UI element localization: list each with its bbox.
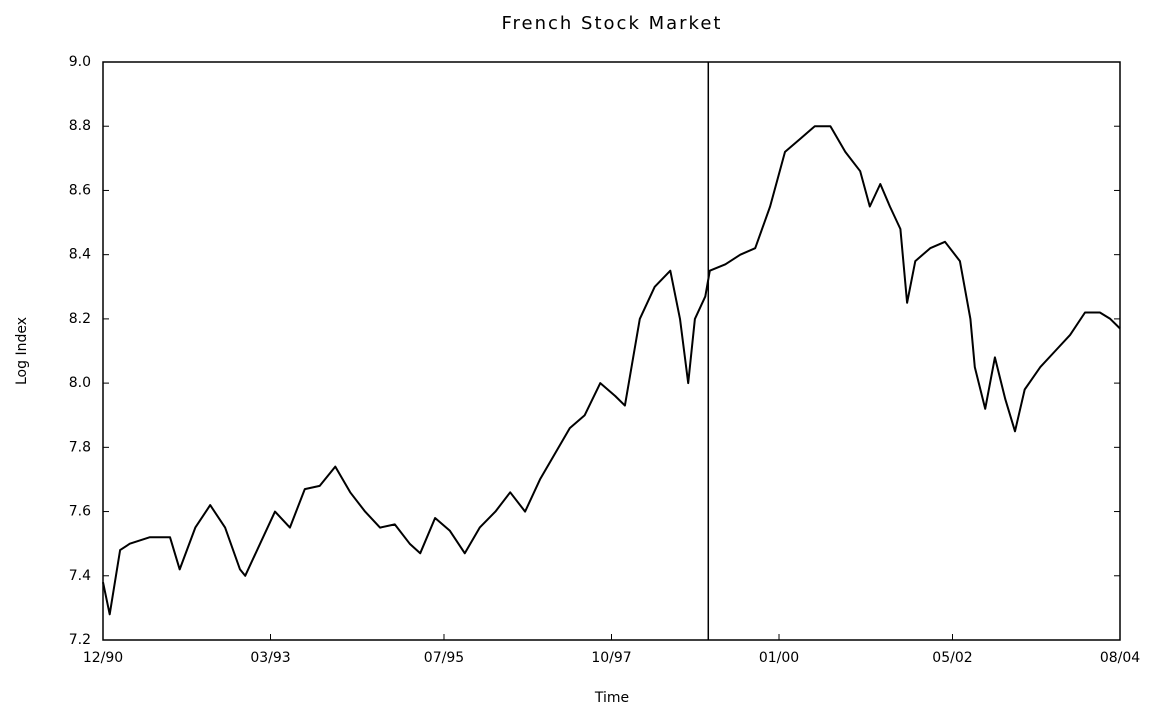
y-tick-label: 9.0: [69, 54, 91, 70]
line-series: [102, 125, 1121, 616]
y-tick-label: 7.4: [69, 568, 91, 584]
x-tick-label: 12/90: [83, 650, 123, 666]
y-tick-label: 8.2: [69, 311, 91, 327]
y-tick-label: 8.8: [69, 118, 91, 134]
y-tick-label: 8.6: [69, 182, 91, 198]
x-tick-label: 03/93: [250, 650, 290, 666]
y-tick-label: 8.4: [69, 247, 91, 263]
x-tick-label: 01/00: [759, 650, 799, 666]
x-tick-label: 07/95: [424, 650, 464, 666]
x-tick-label: 10/97: [591, 650, 631, 666]
chart-title: French Stock Market: [502, 13, 723, 34]
y-tick-label: 7.2: [69, 632, 91, 648]
x-tick-label: 08/04: [1100, 650, 1140, 666]
y-tick-label: 7.6: [69, 504, 91, 520]
x-tick-label: 05/02: [932, 650, 972, 666]
y-tick-label: 8.0: [69, 375, 91, 391]
x-axis-label: Time: [594, 690, 629, 706]
y-tick-label: 7.8: [69, 439, 91, 455]
y-axis-label: Log Index: [14, 317, 30, 385]
